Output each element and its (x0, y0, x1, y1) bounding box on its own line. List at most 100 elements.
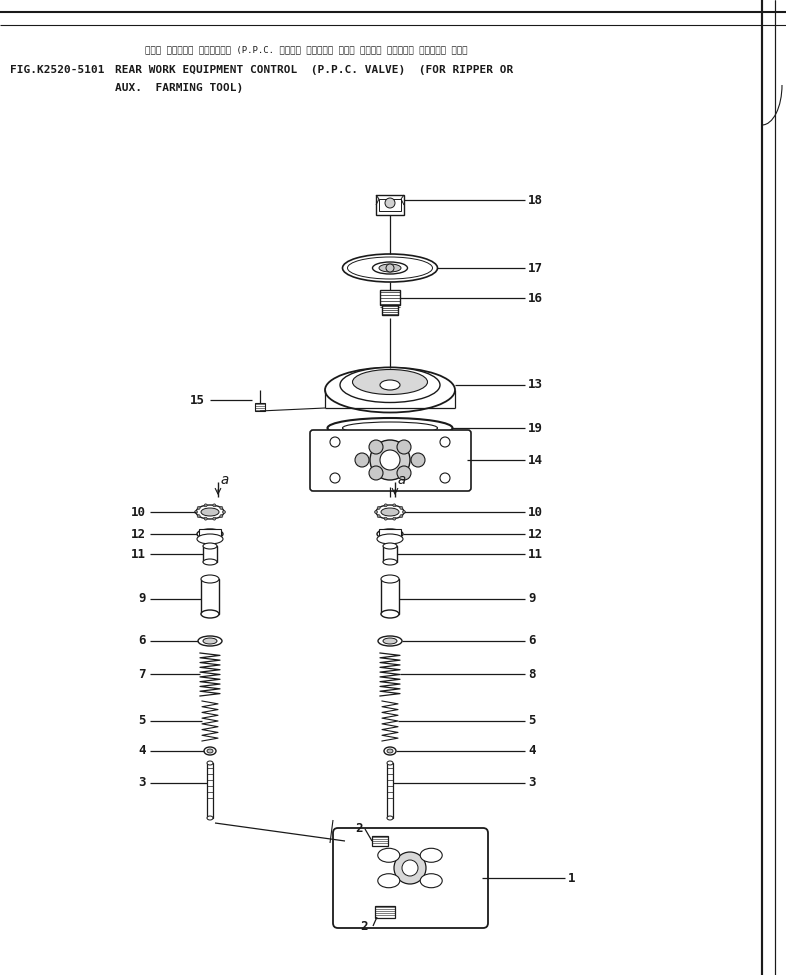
Ellipse shape (198, 636, 222, 646)
Circle shape (204, 504, 208, 507)
Bar (379, 529, 401, 539)
Text: a: a (221, 473, 230, 487)
Text: 9: 9 (138, 593, 146, 605)
Circle shape (197, 515, 200, 518)
Ellipse shape (383, 543, 397, 549)
Ellipse shape (384, 747, 396, 755)
Ellipse shape (378, 874, 400, 887)
Circle shape (411, 453, 425, 467)
Text: 10: 10 (131, 505, 146, 519)
Text: FIG.K2520-5101: FIG.K2520-5101 (10, 65, 105, 75)
Circle shape (402, 511, 406, 514)
Bar (376, 195, 404, 215)
Ellipse shape (381, 575, 399, 583)
Text: 5: 5 (528, 715, 535, 727)
Text: 12: 12 (528, 527, 543, 540)
Ellipse shape (347, 257, 432, 279)
Text: 18: 18 (528, 193, 543, 207)
Circle shape (393, 504, 396, 507)
Ellipse shape (196, 505, 224, 519)
Ellipse shape (383, 559, 397, 565)
Ellipse shape (207, 761, 213, 765)
Ellipse shape (383, 638, 397, 644)
Text: 6: 6 (138, 635, 146, 647)
Ellipse shape (380, 380, 400, 390)
Ellipse shape (373, 262, 407, 274)
Circle shape (377, 515, 380, 518)
Circle shape (374, 511, 377, 514)
Circle shape (384, 517, 387, 520)
Text: 16: 16 (528, 292, 543, 304)
Text: 13: 13 (528, 378, 543, 392)
Circle shape (393, 517, 396, 520)
Circle shape (330, 437, 340, 447)
Ellipse shape (203, 559, 217, 565)
Ellipse shape (377, 534, 403, 544)
Circle shape (220, 515, 222, 518)
Bar (201, 579, 219, 614)
Text: 11: 11 (528, 548, 543, 561)
Text: 12: 12 (131, 527, 146, 540)
Circle shape (330, 473, 340, 483)
Ellipse shape (381, 508, 399, 516)
Bar (372, 836, 388, 846)
Text: 14: 14 (528, 453, 543, 466)
Circle shape (222, 511, 226, 514)
Circle shape (213, 517, 216, 520)
Text: 19: 19 (528, 421, 543, 435)
Ellipse shape (207, 749, 213, 753)
Text: 15: 15 (190, 394, 205, 407)
Bar (383, 546, 397, 562)
Circle shape (394, 852, 426, 884)
Text: 1: 1 (568, 872, 575, 884)
Circle shape (204, 517, 208, 520)
Ellipse shape (328, 418, 453, 438)
Text: 4: 4 (138, 745, 146, 758)
Bar (381, 579, 399, 614)
Circle shape (440, 473, 450, 483)
Text: 11: 11 (131, 548, 146, 561)
Text: 7: 7 (138, 668, 146, 681)
Ellipse shape (204, 747, 216, 755)
Bar (199, 529, 221, 539)
Bar (207, 763, 213, 818)
Text: 5: 5 (138, 715, 146, 727)
Ellipse shape (325, 368, 455, 412)
Ellipse shape (421, 848, 443, 862)
Ellipse shape (201, 508, 219, 516)
Text: a: a (398, 473, 406, 487)
Text: AUX.  FARMING TOOL): AUX. FARMING TOOL) (115, 83, 243, 93)
Text: 17: 17 (528, 261, 543, 275)
Circle shape (197, 506, 200, 509)
Ellipse shape (343, 422, 438, 434)
Text: 10: 10 (528, 505, 543, 519)
Ellipse shape (201, 610, 219, 618)
Circle shape (384, 504, 387, 507)
FancyBboxPatch shape (333, 828, 488, 928)
Circle shape (213, 504, 216, 507)
Bar (379, 199, 401, 211)
Ellipse shape (377, 529, 403, 539)
Circle shape (385, 198, 395, 208)
Circle shape (397, 440, 411, 454)
Ellipse shape (201, 575, 219, 583)
Circle shape (400, 506, 403, 509)
Ellipse shape (340, 368, 440, 403)
Text: 2: 2 (355, 823, 362, 836)
Ellipse shape (343, 254, 438, 282)
Ellipse shape (381, 610, 399, 618)
Ellipse shape (203, 638, 217, 644)
Ellipse shape (379, 264, 401, 272)
Circle shape (370, 440, 410, 480)
Bar (380, 290, 400, 305)
Circle shape (369, 440, 383, 454)
Bar (382, 305, 398, 315)
Ellipse shape (207, 816, 213, 820)
Bar (387, 763, 393, 818)
Ellipse shape (197, 529, 223, 539)
Bar (255, 403, 265, 411)
Circle shape (386, 264, 394, 272)
Circle shape (402, 860, 418, 876)
Ellipse shape (387, 816, 393, 820)
Ellipse shape (352, 370, 428, 395)
